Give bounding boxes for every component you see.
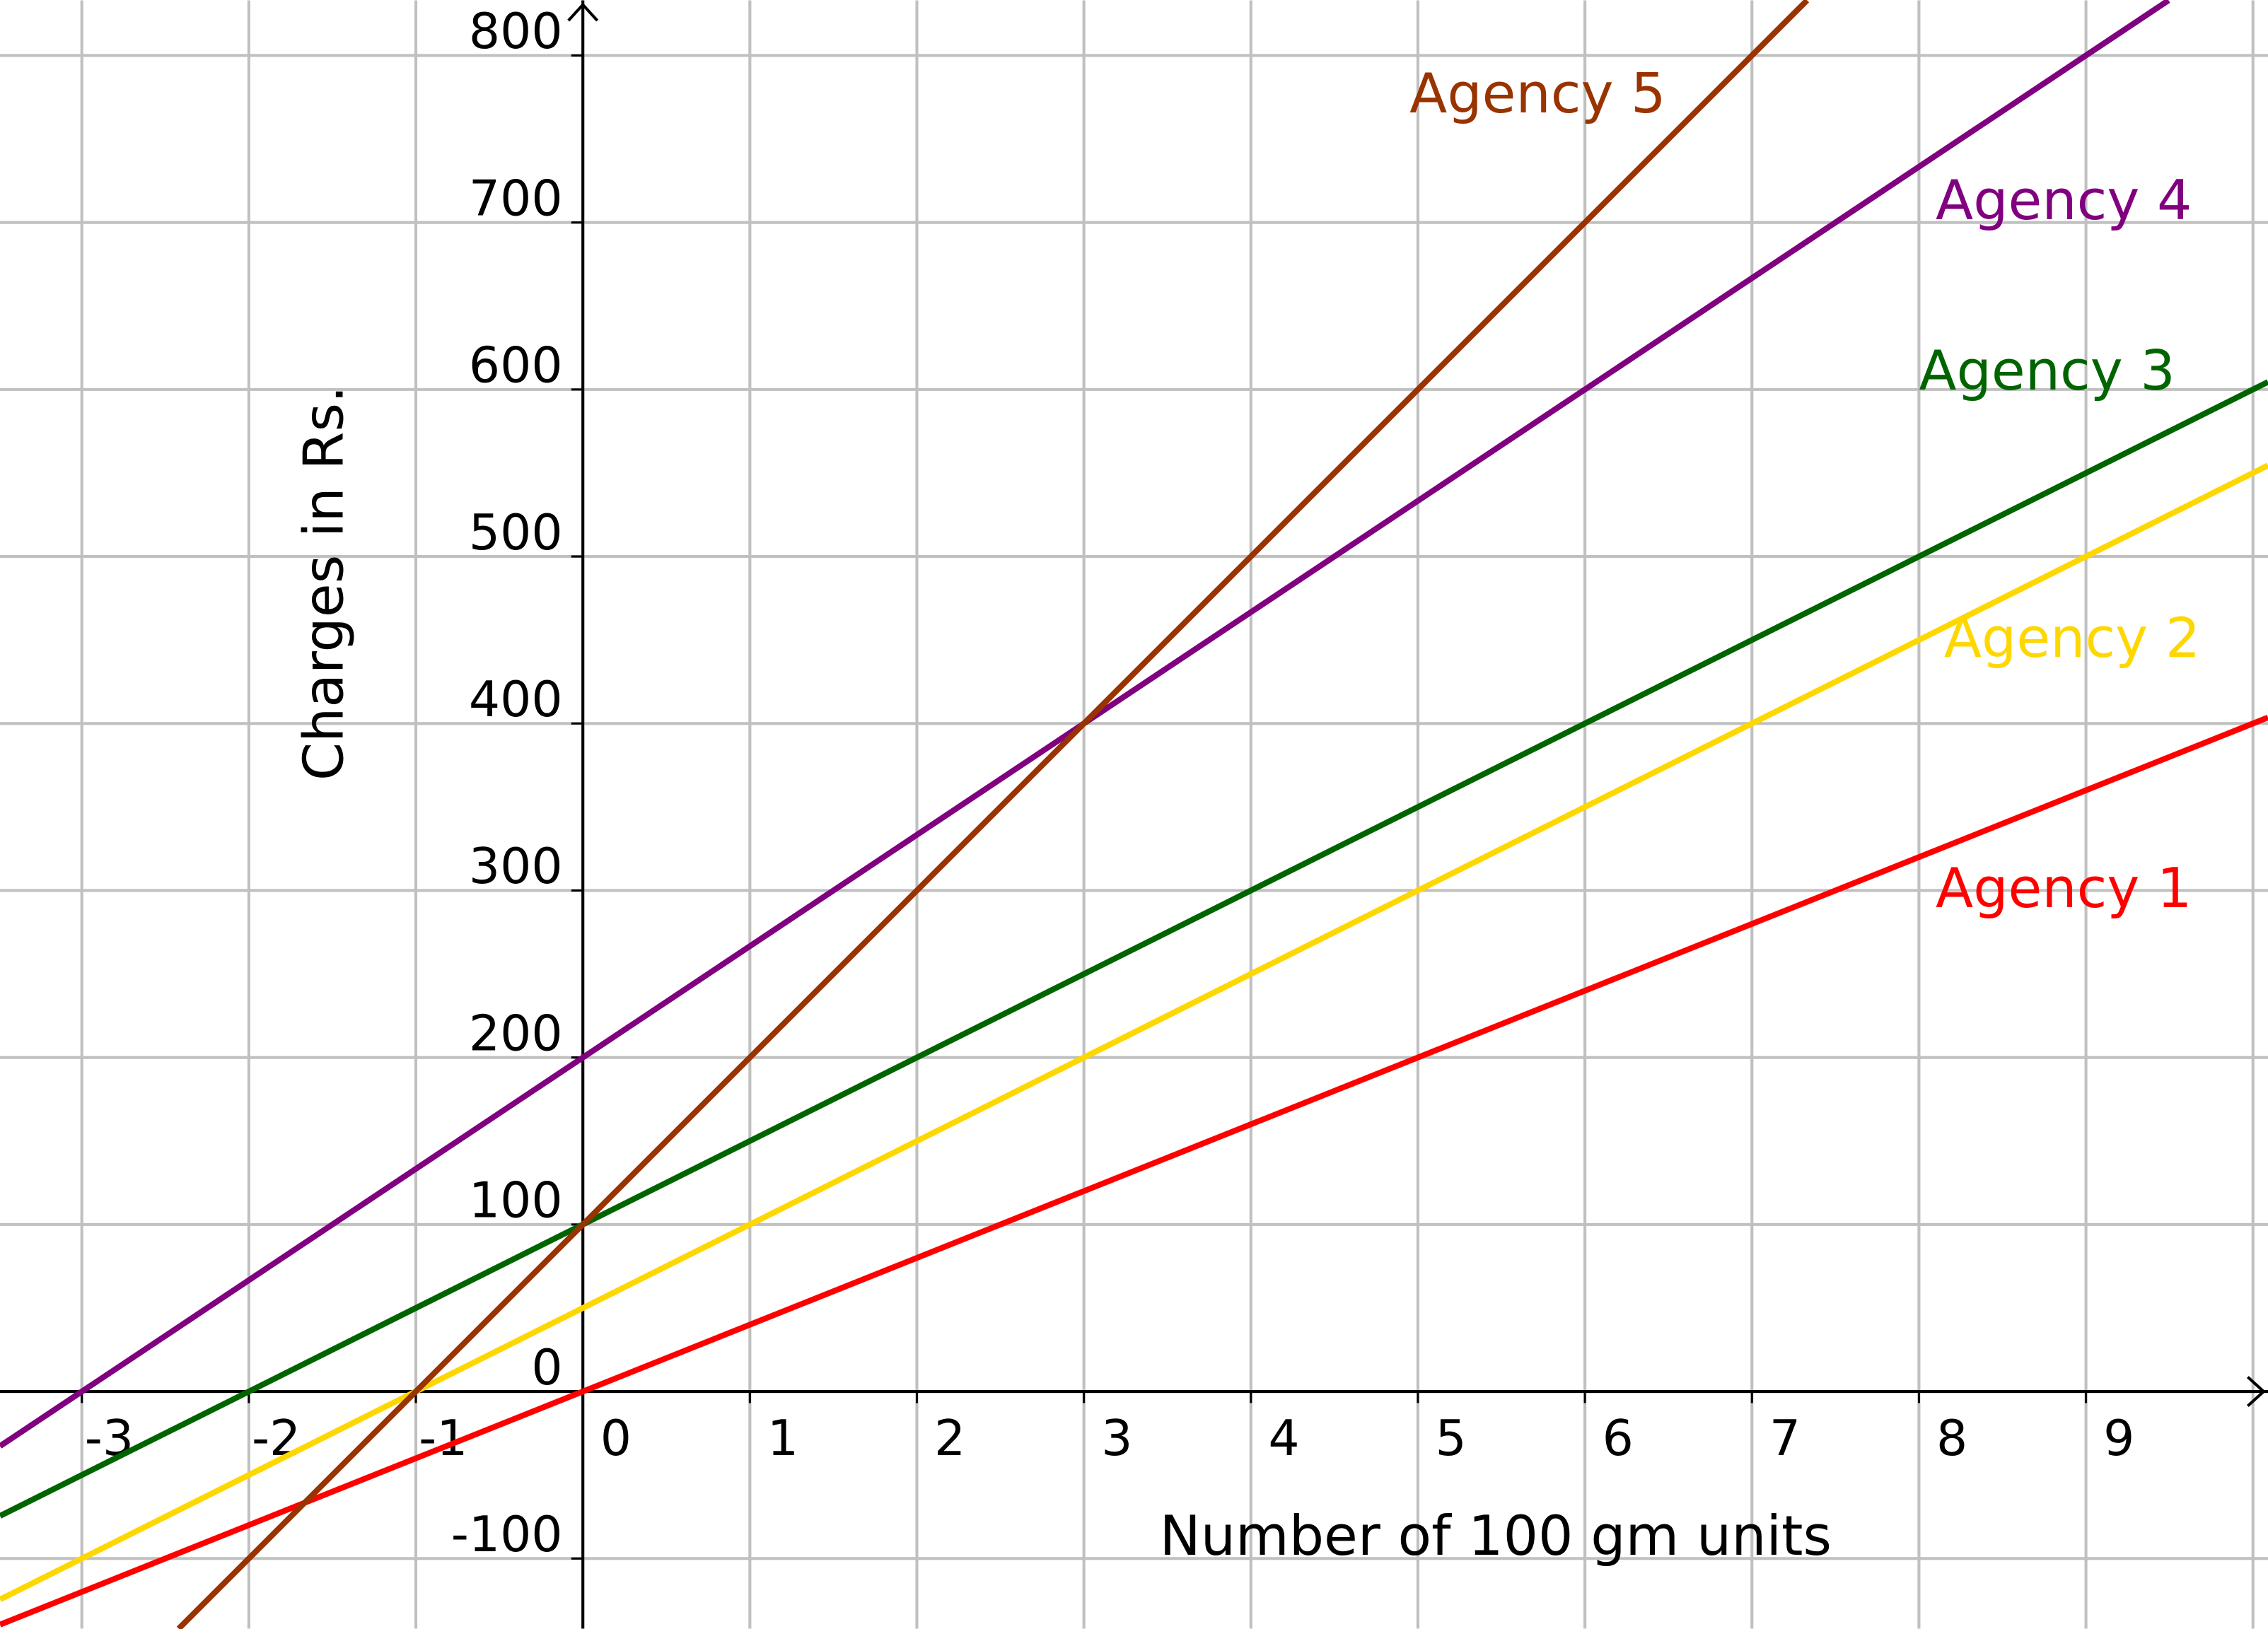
series-line-agency-2: [0, 462, 2268, 1602]
series-line-agency-3: [0, 379, 2268, 1519]
series-label-agency-2: Agency 2: [1944, 607, 2200, 670]
series-labels: Agency 1 Agency 2 Agency 3 Agency 4 Agency 5: [1409, 62, 2200, 921]
y-tick-label: 600: [469, 337, 563, 395]
x-tick-label: 0: [600, 1410, 632, 1467]
y-tick-label: 500: [469, 504, 563, 561]
tick-labels: -3 -2 -1 0 1 2 3 4 5 6 7 8 9-10001002003004005006007…: [85, 3, 2135, 1563]
y-tick-label: 0: [531, 1339, 562, 1396]
x-tick-label: 4: [1268, 1410, 1299, 1467]
y-tick-label: -100: [451, 1506, 563, 1563]
x-tick-label: -3: [85, 1410, 134, 1467]
x-axis-arrow-icon: [2246, 1376, 2266, 1408]
x-tick-label: 5: [1436, 1410, 1467, 1467]
y-tick-label: 200: [469, 1005, 563, 1062]
x-tick-label: -2: [252, 1410, 301, 1467]
series-line-agency-5: [176, 0, 1810, 1629]
y-tick-label: 100: [469, 1172, 563, 1230]
x-tick-label: 2: [934, 1410, 965, 1467]
series-label-agency-4: Agency 4: [1936, 169, 2192, 233]
y-axis-label: Charges in Rs.: [293, 385, 356, 781]
series-label-agency-1: Agency 1: [1936, 857, 2192, 921]
x-tick-label: 1: [767, 1410, 798, 1467]
series-line-agency-1: [0, 714, 2268, 1628]
x-tick-label: 6: [1603, 1410, 1634, 1467]
y-tick-label: 700: [469, 170, 563, 227]
x-tick-label: 3: [1101, 1410, 1132, 1467]
x-axis-label: Number of 100 gm units: [1160, 1505, 1832, 1568]
y-tick-label: 300: [469, 838, 563, 895]
y-tick-label: 400: [469, 671, 563, 728]
y-axis-arrow-icon: [567, 2, 599, 22]
series-label-agency-5: Agency 5: [1409, 62, 1665, 126]
x-tick-label: 8: [1936, 1410, 1967, 1467]
series-label-agency-3: Agency 3: [1919, 339, 2175, 403]
x-tick-label: 9: [2103, 1410, 2134, 1467]
x-tick-label: 7: [1769, 1410, 1801, 1467]
y-tick-label: 800: [469, 3, 563, 60]
